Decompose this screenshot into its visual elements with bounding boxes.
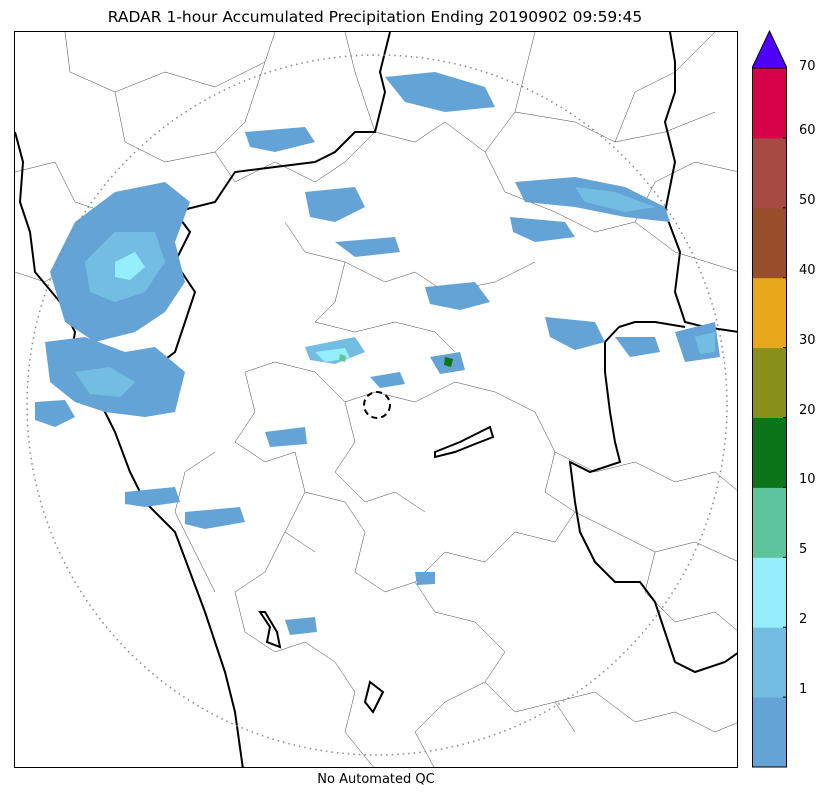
colorbar-tick-label: 1 — [799, 682, 808, 698]
colorbar-swatch — [752, 277, 787, 349]
colorbar-top-label: 70 — [799, 59, 816, 74]
colorbar-tick-label: 30 — [799, 332, 816, 348]
colorbar-swatch — [752, 417, 787, 488]
colorbar-tick-label: 2 — [799, 612, 808, 628]
colorbar-svg — [752, 30, 787, 768]
colorbar-swatch — [752, 68, 787, 139]
colorbar-tick-label: 5 — [799, 542, 808, 558]
colorbar-swatch — [752, 207, 787, 279]
chart-title: RADAR 1-hour Accumulated Precipitation E… — [107, 8, 643, 26]
precipitation-echoes — [35, 72, 720, 635]
radar-site-marker — [363, 391, 391, 419]
colorbar — [752, 30, 787, 770]
qc-note: No Automated QC — [317, 772, 435, 787]
colorbar-tick-label: 50 — [799, 192, 816, 208]
colorbar-swatch — [752, 557, 787, 628]
colorbar-tick-label: 40 — [799, 262, 816, 278]
colorbar-frame — [752, 67, 787, 768]
colorbar-swatch — [752, 627, 787, 698]
range-ring — [26, 54, 728, 756]
colorbar-tick-label: 20 — [799, 402, 816, 418]
colorbar-swatch — [752, 347, 787, 418]
colorbar-tick-label: 10 — [799, 472, 816, 488]
radar-map[interactable] — [14, 31, 738, 768]
colorbar-swatch — [752, 137, 787, 209]
map-canvas — [15, 32, 737, 767]
colorbar-swatch — [752, 487, 787, 558]
district-boundaries — [15, 32, 737, 767]
colorbar-extend-arrow — [752, 30, 787, 69]
colorbar-swatch — [752, 697, 787, 768]
colorbar-tick-label: 60 — [799, 122, 816, 138]
